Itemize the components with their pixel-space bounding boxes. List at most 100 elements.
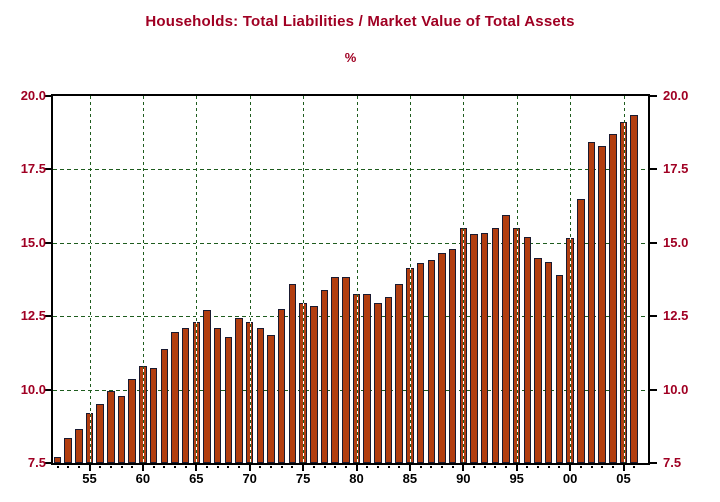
bar-1976 (310, 305, 318, 463)
plot-area (44, 94, 657, 465)
y-axis-label-left-7.5: 7.5 (27, 455, 46, 470)
x-axis-label-55: 55 (82, 471, 97, 486)
x-tick-minor-1953 (67, 466, 70, 468)
x-tick-minor-1967 (216, 466, 219, 468)
chart-title: Households: Total Liabilities / Market V… (145, 13, 575, 30)
x-tick-minor-2002 (590, 466, 593, 468)
x-axis-label-80: 80 (349, 471, 364, 486)
y-tick-right-17.5 (650, 168, 657, 171)
x-tick-minor-1969 (238, 466, 240, 468)
x-tick-major-90 (462, 465, 465, 471)
bar-1994 (502, 214, 510, 463)
y-axis-label-left-20.0: 20.0 (20, 88, 46, 103)
bar-1996 (523, 236, 532, 463)
bar-1974 (288, 283, 297, 463)
x-tick-minor-1986 (419, 466, 422, 468)
v-gridline-1985 (409, 96, 411, 463)
x-tick-major-55 (88, 465, 91, 471)
h-gridline-15 (53, 242, 648, 244)
bar-1989 (448, 248, 457, 463)
bar-1981 (363, 294, 371, 463)
bar-1988 (438, 253, 446, 463)
x-tick-minor-1959 (131, 466, 134, 468)
x-tick-minor-1992 (483, 466, 486, 468)
h-gridline-17.5 (53, 169, 648, 171)
x-axis-label-95: 95 (509, 471, 524, 486)
x-tick-major-60 (141, 465, 144, 471)
bar-1962 (160, 348, 169, 463)
bar-2005 (619, 122, 628, 463)
bar-2002 (587, 141, 596, 463)
x-tick-minor-1962 (163, 466, 166, 468)
x-axis-label-65: 65 (189, 471, 204, 486)
x-tick-major-75 (302, 465, 305, 471)
y-axis-label-right-20.0: 20.0 (663, 88, 689, 103)
y-tick-left-7.5 (44, 462, 51, 464)
y-axis-label-right-17.5: 17.5 (663, 161, 689, 177)
x-tick-minor-1989 (451, 466, 454, 468)
x-tick-major-65 (195, 465, 198, 471)
x-tick-minor-1977 (323, 466, 326, 468)
y-tick-right-7.5 (650, 462, 657, 464)
x-tick-minor-1972 (270, 466, 273, 468)
x-axis-label-90: 90 (456, 471, 471, 486)
bar-1959 (128, 379, 136, 463)
y-tick-left-20 (44, 95, 51, 97)
y-axis-label-right-7.5: 7.5 (663, 455, 682, 470)
bar-2003 (598, 145, 606, 463)
x-tick-minor-1983 (387, 466, 390, 468)
bar-1956 (96, 404, 104, 463)
x-tick-minor-2006 (633, 466, 636, 468)
x-tick-minor-1968 (227, 466, 230, 468)
x-tick-minor-1966 (206, 466, 208, 468)
x-tick-minor-1982 (376, 466, 379, 468)
y-tick-left-15 (44, 241, 51, 244)
bar-2004 (609, 134, 617, 463)
y-axis-label-left-17.5: 17.5 (20, 161, 46, 177)
x-tick-minor-1984 (398, 466, 401, 468)
x-tick-minor-1988 (440, 466, 443, 468)
v-gridline-1980 (356, 96, 358, 463)
v-gridline-1995 (516, 96, 518, 463)
x-tick-major-00 (569, 465, 572, 471)
x-tick-minor-1979 (344, 466, 347, 468)
bar-1991 (470, 234, 478, 463)
x-tick-minor-1974 (291, 466, 294, 468)
v-gridline-2000 (570, 96, 572, 463)
bar-1973 (277, 308, 286, 463)
y-axis-label-right-12.5: 12.5 (663, 308, 689, 324)
bar-1998 (544, 261, 553, 463)
x-tick-major-05 (622, 465, 625, 471)
bar-1967 (213, 327, 222, 463)
x-tick-minor-1961 (152, 466, 155, 468)
bar-1952 (53, 457, 62, 463)
x-tick-minor-1964 (184, 466, 187, 468)
x-tick-minor-1976 (312, 466, 315, 468)
bar-1964 (181, 327, 190, 463)
x-tick-minor-1996 (526, 466, 529, 468)
bar-1953 (64, 438, 72, 463)
v-gridline-1965 (196, 96, 198, 463)
x-tick-minor-1998 (547, 466, 550, 468)
x-tick-minor-2001 (579, 466, 582, 468)
y-tick-right-20 (650, 95, 657, 97)
v-gridline-1975 (303, 96, 305, 463)
x-tick-minor-1978 (334, 466, 337, 468)
x-tick-major-95 (515, 465, 518, 471)
x-tick-minor-1956 (99, 466, 102, 468)
x-tick-minor-1999 (558, 466, 561, 468)
v-gridline-2005 (623, 96, 625, 463)
bar-1980 (352, 294, 361, 463)
x-axis-label-85: 85 (402, 471, 418, 486)
x-tick-minor-1958 (120, 466, 123, 468)
bar-1968 (224, 336, 233, 463)
bar-1984 (395, 283, 403, 463)
chart-unit-label: % (344, 50, 357, 65)
x-tick-major-80 (355, 465, 358, 471)
y-axis-label-right-10.0: 10.0 (663, 381, 689, 397)
y-axis-label-left-10.0: 10.0 (20, 381, 46, 397)
v-gridline-1960 (142, 96, 144, 463)
x-tick-minor-2003 (601, 466, 604, 468)
bar-1978 (331, 276, 339, 463)
